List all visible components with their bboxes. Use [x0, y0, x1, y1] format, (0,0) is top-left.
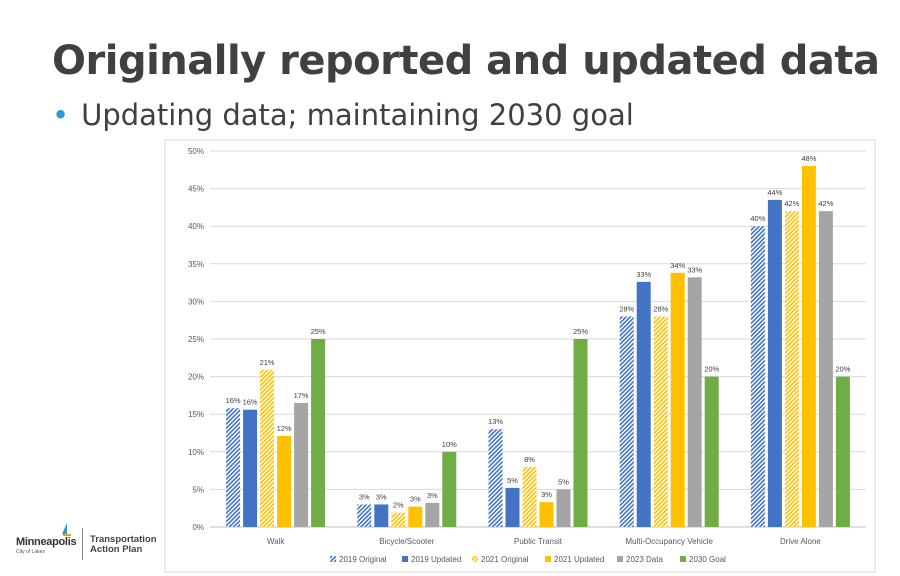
bullet-text: Updating data; maintaining 2030 goal — [81, 98, 634, 132]
data-label: 20% — [835, 365, 850, 374]
bar-2019-updated — [767, 199, 782, 527]
bar-2030-goal — [573, 339, 588, 527]
logo-city: Minneapolis — [16, 536, 77, 548]
bar-2021-updated — [670, 272, 685, 527]
bar-2021-original — [784, 211, 799, 527]
legend-swatch — [680, 556, 686, 562]
data-label: 16% — [226, 396, 241, 405]
data-label: 33% — [687, 265, 702, 274]
data-label: 42% — [784, 199, 799, 208]
bar-2019-updated — [374, 504, 389, 527]
bar-2019-updated — [636, 281, 651, 527]
y-tick-label: 50% — [188, 147, 204, 156]
data-label: 3% — [410, 495, 421, 504]
bar-2021-updated — [539, 502, 554, 527]
logo-plan-name: Transportation Action Plan — [90, 534, 157, 555]
data-label: 21% — [260, 358, 275, 367]
bar-2030-goal — [311, 339, 326, 527]
data-label: 2% — [393, 501, 404, 510]
legend-label: 2023 Data — [626, 555, 663, 564]
data-label: 3% — [541, 490, 552, 499]
y-tick-label: 15% — [188, 410, 204, 419]
data-label: 3% — [359, 492, 370, 501]
legend-swatch — [330, 556, 336, 562]
data-label: 25% — [573, 327, 588, 336]
data-label: 16% — [243, 398, 258, 407]
data-label: 3% — [376, 492, 387, 501]
bar-2021-original — [522, 466, 537, 527]
data-label: 48% — [801, 154, 816, 163]
legend-label: 2021 Updated — [554, 555, 604, 564]
bar-2023-data — [294, 402, 309, 527]
data-label: 34% — [670, 261, 685, 270]
slide-bullet: • Updating data; maintaining 2030 goal — [52, 98, 634, 132]
data-label: 25% — [311, 327, 326, 336]
data-label: 40% — [750, 214, 765, 223]
data-label: 44% — [767, 188, 782, 197]
bar-2021-original — [653, 316, 668, 527]
data-label: 28% — [653, 304, 668, 313]
bar-2019-original — [488, 429, 503, 527]
x-category-label: Drive Alone — [780, 537, 821, 546]
bar-2030-goal — [835, 376, 850, 527]
legend-label: 2030 Goal — [689, 555, 726, 564]
data-label: 13% — [488, 417, 503, 426]
bar-2030-goal — [704, 376, 719, 527]
bullet-icon: • — [52, 98, 70, 132]
logo-divider — [82, 528, 83, 560]
legend-label: 2019 Updated — [411, 555, 461, 564]
bar-2021-updated — [277, 436, 292, 527]
bar-2030-goal — [442, 451, 457, 527]
data-label: 10% — [442, 440, 457, 449]
data-label: 5% — [507, 476, 518, 485]
bar-2019-updated — [243, 409, 258, 527]
slide-title: Originally reported and updated data — [52, 38, 880, 84]
data-label: 33% — [636, 270, 651, 279]
data-label: 8% — [524, 455, 535, 464]
bar-2023-data — [687, 277, 702, 527]
bar-2021-original — [391, 512, 406, 527]
legend-swatch — [402, 556, 408, 562]
legend-swatch — [617, 556, 623, 562]
y-tick-label: 5% — [192, 485, 204, 494]
data-label: 5% — [558, 477, 569, 486]
y-tick-label: 35% — [188, 260, 204, 269]
minneapolis-tap-logo: Minneapolis City of Lakes Transportation… — [14, 522, 164, 562]
x-category-label: Walk — [267, 537, 285, 546]
y-tick-label: 30% — [188, 297, 204, 306]
data-label: 28% — [619, 304, 634, 313]
bar-2023-data — [425, 502, 440, 527]
y-tick-label: 45% — [188, 185, 204, 194]
legend-label: 2019 Original — [339, 555, 387, 564]
data-label: 42% — [818, 199, 833, 208]
data-label: 3% — [427, 491, 438, 500]
x-category-label: Bicycle/Scooter — [379, 537, 434, 546]
x-category-label: Public Transit — [514, 537, 563, 546]
data-label: 20% — [704, 365, 719, 374]
bar-2021-updated — [801, 166, 816, 528]
bar-2019-original — [750, 226, 765, 527]
x-category-label: Multi-Occupancy Vehicle — [625, 537, 713, 546]
data-label: 12% — [277, 424, 292, 433]
legend-label: 2021 Original — [481, 555, 529, 564]
bar-2019-updated — [505, 487, 520, 527]
bar-2023-data — [556, 489, 571, 527]
y-tick-label: 20% — [188, 373, 204, 382]
sailboat-icon — [62, 523, 71, 536]
data-label: 17% — [294, 391, 309, 400]
y-tick-label: 0% — [192, 523, 204, 532]
bar-2021-original — [260, 369, 275, 527]
bar-2019-original — [619, 316, 634, 527]
y-tick-label: 10% — [188, 448, 204, 457]
legend-swatch — [472, 556, 478, 562]
y-tick-label: 25% — [188, 335, 204, 344]
bar-2019-original — [357, 504, 372, 527]
bar-2019-original — [226, 408, 241, 527]
legend-swatch — [545, 556, 551, 562]
bar-2021-updated — [408, 506, 423, 527]
logo-tagline: City of Lakes — [16, 549, 45, 555]
y-tick-label: 40% — [188, 222, 204, 231]
bar-2023-data — [818, 211, 833, 527]
